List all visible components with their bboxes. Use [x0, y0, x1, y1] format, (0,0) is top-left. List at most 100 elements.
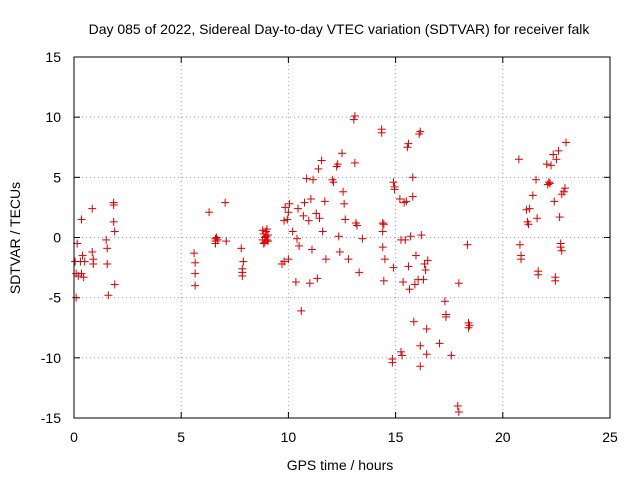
data-point [89, 259, 98, 268]
data-point [390, 185, 399, 194]
data-point [350, 111, 359, 120]
data-point [358, 234, 367, 243]
data-point [306, 194, 315, 203]
x-tick-label: 5 [177, 429, 185, 445]
x-tick-label: 15 [388, 429, 404, 445]
data-point [559, 187, 568, 196]
data-point [283, 215, 292, 224]
data-point [339, 187, 348, 196]
data-point [408, 173, 417, 182]
data-point [297, 306, 306, 315]
data-point [398, 351, 407, 360]
data-point [379, 220, 388, 229]
data-point [557, 246, 566, 255]
data-point [300, 198, 309, 207]
data-point [400, 198, 409, 207]
data-point [292, 234, 301, 243]
data-point [280, 216, 289, 225]
data-point [103, 259, 112, 268]
data-point [465, 321, 474, 330]
data-point [109, 198, 118, 207]
data-point [291, 278, 300, 287]
data-point [315, 214, 324, 223]
data-point [423, 256, 432, 265]
x-tick-label: 20 [495, 429, 511, 445]
data-point [551, 276, 560, 285]
data-point [305, 279, 314, 288]
data-point [262, 235, 271, 244]
data-point [294, 204, 303, 213]
data-point [389, 178, 398, 187]
data-point [544, 178, 553, 187]
data-point [522, 205, 531, 214]
data-point [355, 268, 364, 277]
data-point [221, 198, 230, 207]
data-point [312, 209, 321, 218]
data-point [549, 150, 558, 159]
data-point [419, 275, 428, 284]
data-point [211, 239, 220, 248]
x-tick-labels: 0 5 10 15 20 25 [70, 429, 618, 445]
data-point [399, 278, 408, 287]
data-point [295, 241, 304, 250]
data-point [411, 251, 420, 260]
data-point [190, 249, 199, 258]
data-point [533, 214, 542, 223]
data-point [525, 204, 534, 213]
x-tick-label: 25 [602, 429, 618, 445]
y-tick-label: 10 [45, 109, 61, 125]
data-point [402, 197, 411, 206]
data-point [377, 128, 386, 137]
data-point [239, 257, 248, 266]
data-point [314, 164, 323, 173]
data-point [405, 285, 414, 294]
data-point [191, 269, 200, 278]
data-point [104, 291, 113, 300]
data-point [416, 341, 425, 350]
data-point [262, 225, 271, 234]
data-point [321, 255, 330, 264]
data-point [454, 407, 463, 416]
data-point [285, 199, 294, 208]
data-point [515, 240, 524, 249]
grid [74, 57, 610, 418]
data-point [280, 257, 289, 266]
x-tick-label: 10 [281, 429, 297, 445]
data-point [406, 232, 415, 241]
data-point [302, 174, 311, 183]
data-point [560, 184, 569, 193]
data-point [422, 350, 431, 359]
data-point [237, 244, 246, 253]
data-point [388, 358, 397, 367]
data-point [307, 245, 316, 254]
data-point [517, 255, 526, 264]
data-point [441, 312, 450, 321]
data-point [417, 231, 426, 240]
data-point [396, 347, 405, 356]
data-point [379, 276, 388, 285]
data-point [78, 251, 87, 260]
data-point [77, 269, 86, 278]
data-point [88, 247, 97, 256]
data-point [222, 237, 231, 246]
data-point [409, 317, 418, 326]
data-point [453, 401, 462, 410]
data-point [264, 237, 273, 246]
y-axis-label: SDTVAR / TECUs [7, 182, 23, 294]
x-tick-label: 0 [70, 429, 78, 445]
data-point [401, 235, 410, 244]
data-point [309, 175, 318, 184]
data-point [73, 239, 82, 248]
data-point [416, 127, 425, 136]
data-point [421, 265, 430, 274]
data-point [416, 362, 425, 371]
data-point [420, 259, 429, 268]
data-point [103, 244, 112, 253]
chart-title: Day 085 of 2022, Sidereal Day-to-day VTE… [89, 21, 591, 37]
data-point [258, 226, 267, 235]
y-tick-label: -10 [41, 350, 61, 366]
data-point [395, 194, 404, 203]
y-tick-label: 15 [45, 49, 61, 65]
data-point [378, 227, 387, 236]
data-point [77, 215, 86, 224]
